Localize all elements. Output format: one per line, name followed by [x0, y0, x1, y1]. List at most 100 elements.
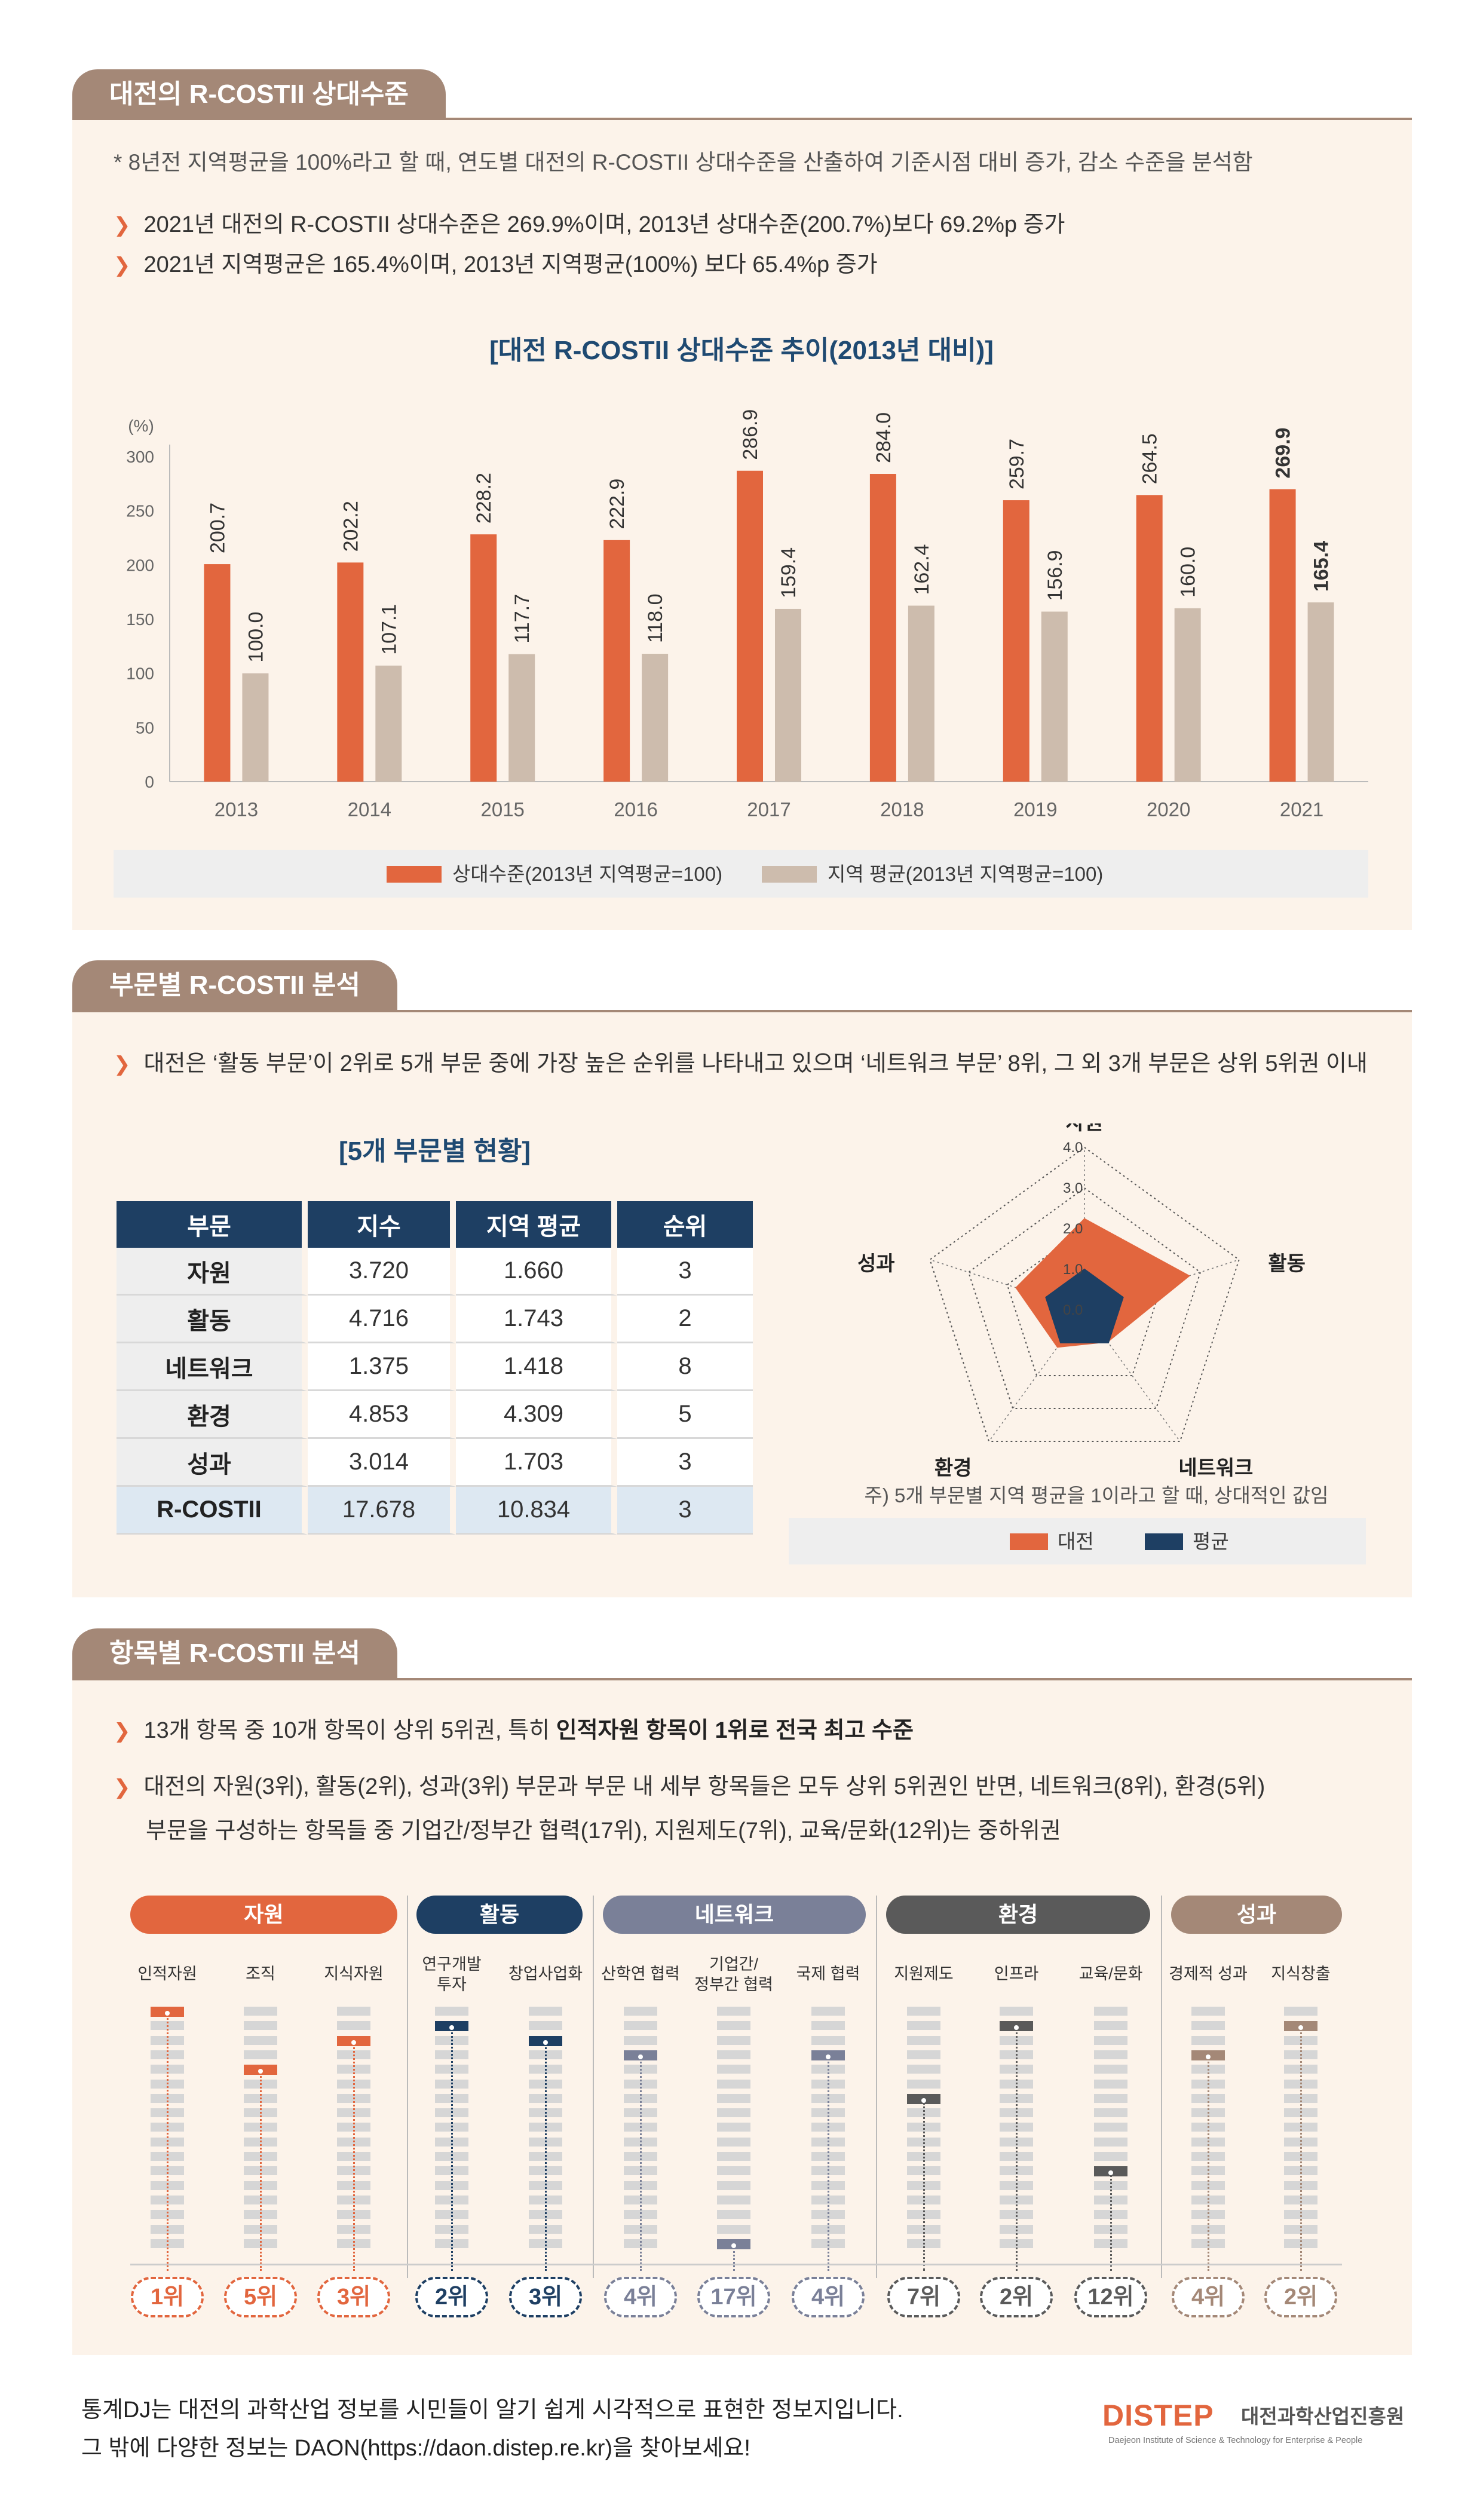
section1-bullet-1: ❯ 2021년 대전의 R-COSTII 상대수준은 269.9%이며, 2013…: [114, 208, 1065, 242]
table-header-cell: 순위: [617, 1201, 753, 1248]
table-cell: 3: [617, 1439, 753, 1487]
data-label: 202.2: [339, 501, 362, 552]
x-tick-label: 2020: [1147, 798, 1190, 820]
x-tick-label: 2018: [880, 798, 924, 820]
table-cell: 8: [617, 1343, 753, 1391]
radar-axis-label: 활동: [1268, 1253, 1306, 1275]
section2-bullet: ❯ 대전은 ‘활동 부문’이 2위로 5개 부문 중에 가장 높은 순위를 나타내…: [114, 1047, 1368, 1081]
bullet-arrow-icon: ❯: [114, 1053, 131, 1076]
table-cell: 1.418: [456, 1343, 617, 1391]
data-label: 264.5: [1139, 433, 1162, 484]
table-cell: 4.716: [308, 1296, 456, 1343]
radar-axis-label: 환경: [934, 1457, 972, 1480]
section1-note: * 8년전 지역평균을 100%라고 할 때, 연도별 대전의 R-COSTII…: [114, 150, 1253, 174]
footer-line-1: 통계DJ는 대전의 과학산업 정보를 시민들이 알기 쉽게 시각적으로 표현한 …: [81, 2397, 903, 2423]
table-cell: 1.375: [308, 1343, 456, 1391]
bar-average-2020: [1174, 608, 1201, 782]
table-row: 네트워크 1.375 1.418 8: [117, 1343, 753, 1391]
y-tick-label: 100: [126, 665, 154, 683]
table-cell: 1.743: [456, 1296, 617, 1343]
x-tick-label: 2021: [1280, 798, 1323, 820]
table-row-label: 네트워크: [117, 1343, 308, 1391]
bar-daejeon-2014: [337, 562, 364, 782]
section1-divider: [72, 118, 1412, 120]
bar-daejeon-2020: [1136, 495, 1163, 782]
footer-line-2: 그 밖에 다양한 정보는 DAON(https://daon.distep.re…: [81, 2436, 750, 2461]
bar-daejeon-2019: [1003, 500, 1029, 782]
distep-logo-mark: DISTEP: [1102, 2399, 1214, 2432]
table-cell: 17.678: [308, 1487, 456, 1535]
data-label: 117.7: [511, 594, 534, 644]
radar-tick-label: 2.0: [1063, 1221, 1083, 1237]
section3-bullet-2-cont: 부문을 구성하는 항목들 중 기업간/정부간 협력(17위), 지원제도(7위)…: [146, 1818, 1061, 1844]
legend-swatch-series-2: [762, 866, 817, 883]
x-tick-label: 2016: [614, 798, 657, 820]
radar-legend-swatch-average: [1145, 1533, 1183, 1550]
table-cell: 3.720: [308, 1248, 456, 1296]
bullet-arrow-icon: ❯: [114, 1776, 131, 1799]
y-axis-unit-label: (%): [128, 417, 154, 435]
data-label: 286.9: [739, 409, 762, 460]
y-tick-label: 200: [126, 556, 154, 574]
data-label: 259.7: [1006, 439, 1028, 489]
x-tick-label: 2015: [481, 798, 525, 820]
bullet-arrow-icon: ❯: [114, 214, 131, 237]
bar-average-2019: [1041, 611, 1068, 782]
table-row: 환경 4.853 4.309 5: [117, 1391, 753, 1439]
radar-grid-ring: [929, 1146, 1240, 1443]
table-row: 자원 3.720 1.660 3: [117, 1248, 753, 1296]
y-tick-label: 300: [126, 448, 154, 466]
radar-series-average: [1045, 1268, 1124, 1344]
legend-label-series-2: 지역 평균(2013년 지역평균=100): [828, 863, 1104, 885]
table-header-cell: 지수: [308, 1201, 456, 1248]
radar-legend-label-average: 평균: [1193, 1530, 1229, 1553]
data-label: 156.9: [1044, 550, 1067, 601]
data-label: 159.4: [777, 547, 800, 598]
table-header-cell: 부문: [117, 1201, 308, 1248]
radar-spoke: [988, 1309, 1085, 1442]
bar-daejeon-2015: [470, 534, 497, 782]
table-cell: 3: [617, 1487, 753, 1535]
section1-bullet-2: ❯ 2021년 지역평균은 165.4%이며, 2013년 지역평균(100%) …: [114, 248, 878, 282]
radar-axis-label: 성과: [857, 1253, 895, 1275]
distep-logo: DISTEP 대전과학산업진흥원 Daejeon Institute of Sc…: [1102, 2399, 1413, 2452]
x-tick-label: 2014: [348, 798, 391, 820]
radar-grid-ring: [1006, 1227, 1163, 1377]
bar-average-2017: [775, 608, 801, 782]
y-tick-label: 250: [126, 502, 154, 520]
section3-bullet-2: ❯ 대전의 자원(3위), 활동(2위), 성과(3위) 부문과 부문 내 세부 …: [114, 1770, 1265, 1804]
radar-legend-label-daejeon: 대전: [1058, 1530, 1094, 1553]
y-tick-label: 0: [145, 773, 154, 791]
data-label: 162.4: [911, 544, 933, 595]
bar-average-2021: [1307, 602, 1334, 782]
table-cell: 5: [617, 1391, 753, 1439]
bar-average-2014: [375, 665, 402, 782]
table-header-row: 부문 지수 지역 평균 순위: [117, 1201, 753, 1248]
radar-tick-label: 4.0: [1063, 1140, 1083, 1156]
bar-chart-title: [대전 R-COSTII 상대수준 추이(2013년 대비)]: [489, 336, 994, 365]
bar-daejeon-2017: [737, 470, 763, 782]
data-label: 165.4: [1310, 541, 1333, 592]
table-cell: 4.853: [308, 1391, 456, 1439]
radar-legend: [789, 1518, 1366, 1564]
table-row: 성과 3.014 1.703 3: [117, 1439, 753, 1487]
table-cell: 2: [617, 1296, 753, 1343]
table-title: [5개 부문별 현황]: [338, 1137, 531, 1166]
legend-swatch-series-1: [387, 866, 442, 883]
bar-daejeon-2018: [869, 474, 896, 782]
data-label: 118.0: [644, 593, 667, 643]
section3-tab: 항목별 R-COSTII 분석: [72, 1628, 397, 1679]
bar-daejeon-2016: [603, 540, 630, 782]
radar-tick-label: 3.0: [1063, 1180, 1083, 1196]
data-label: 200.7: [206, 503, 229, 553]
bar-legend: [114, 850, 1368, 898]
section1-tab: 대전의 R-COSTII 상대수준: [72, 69, 446, 120]
bar-average-2016: [642, 654, 669, 782]
data-label: 284.0: [872, 412, 895, 463]
table-cell: 1.660: [456, 1248, 617, 1296]
table-cell: 3.014: [308, 1439, 456, 1487]
legend-label-series-1: 상대수준(2013년 지역평균=100): [452, 863, 723, 885]
table-cell: 10.834: [456, 1487, 617, 1535]
radar-tick-label: 0.0: [1063, 1302, 1083, 1318]
